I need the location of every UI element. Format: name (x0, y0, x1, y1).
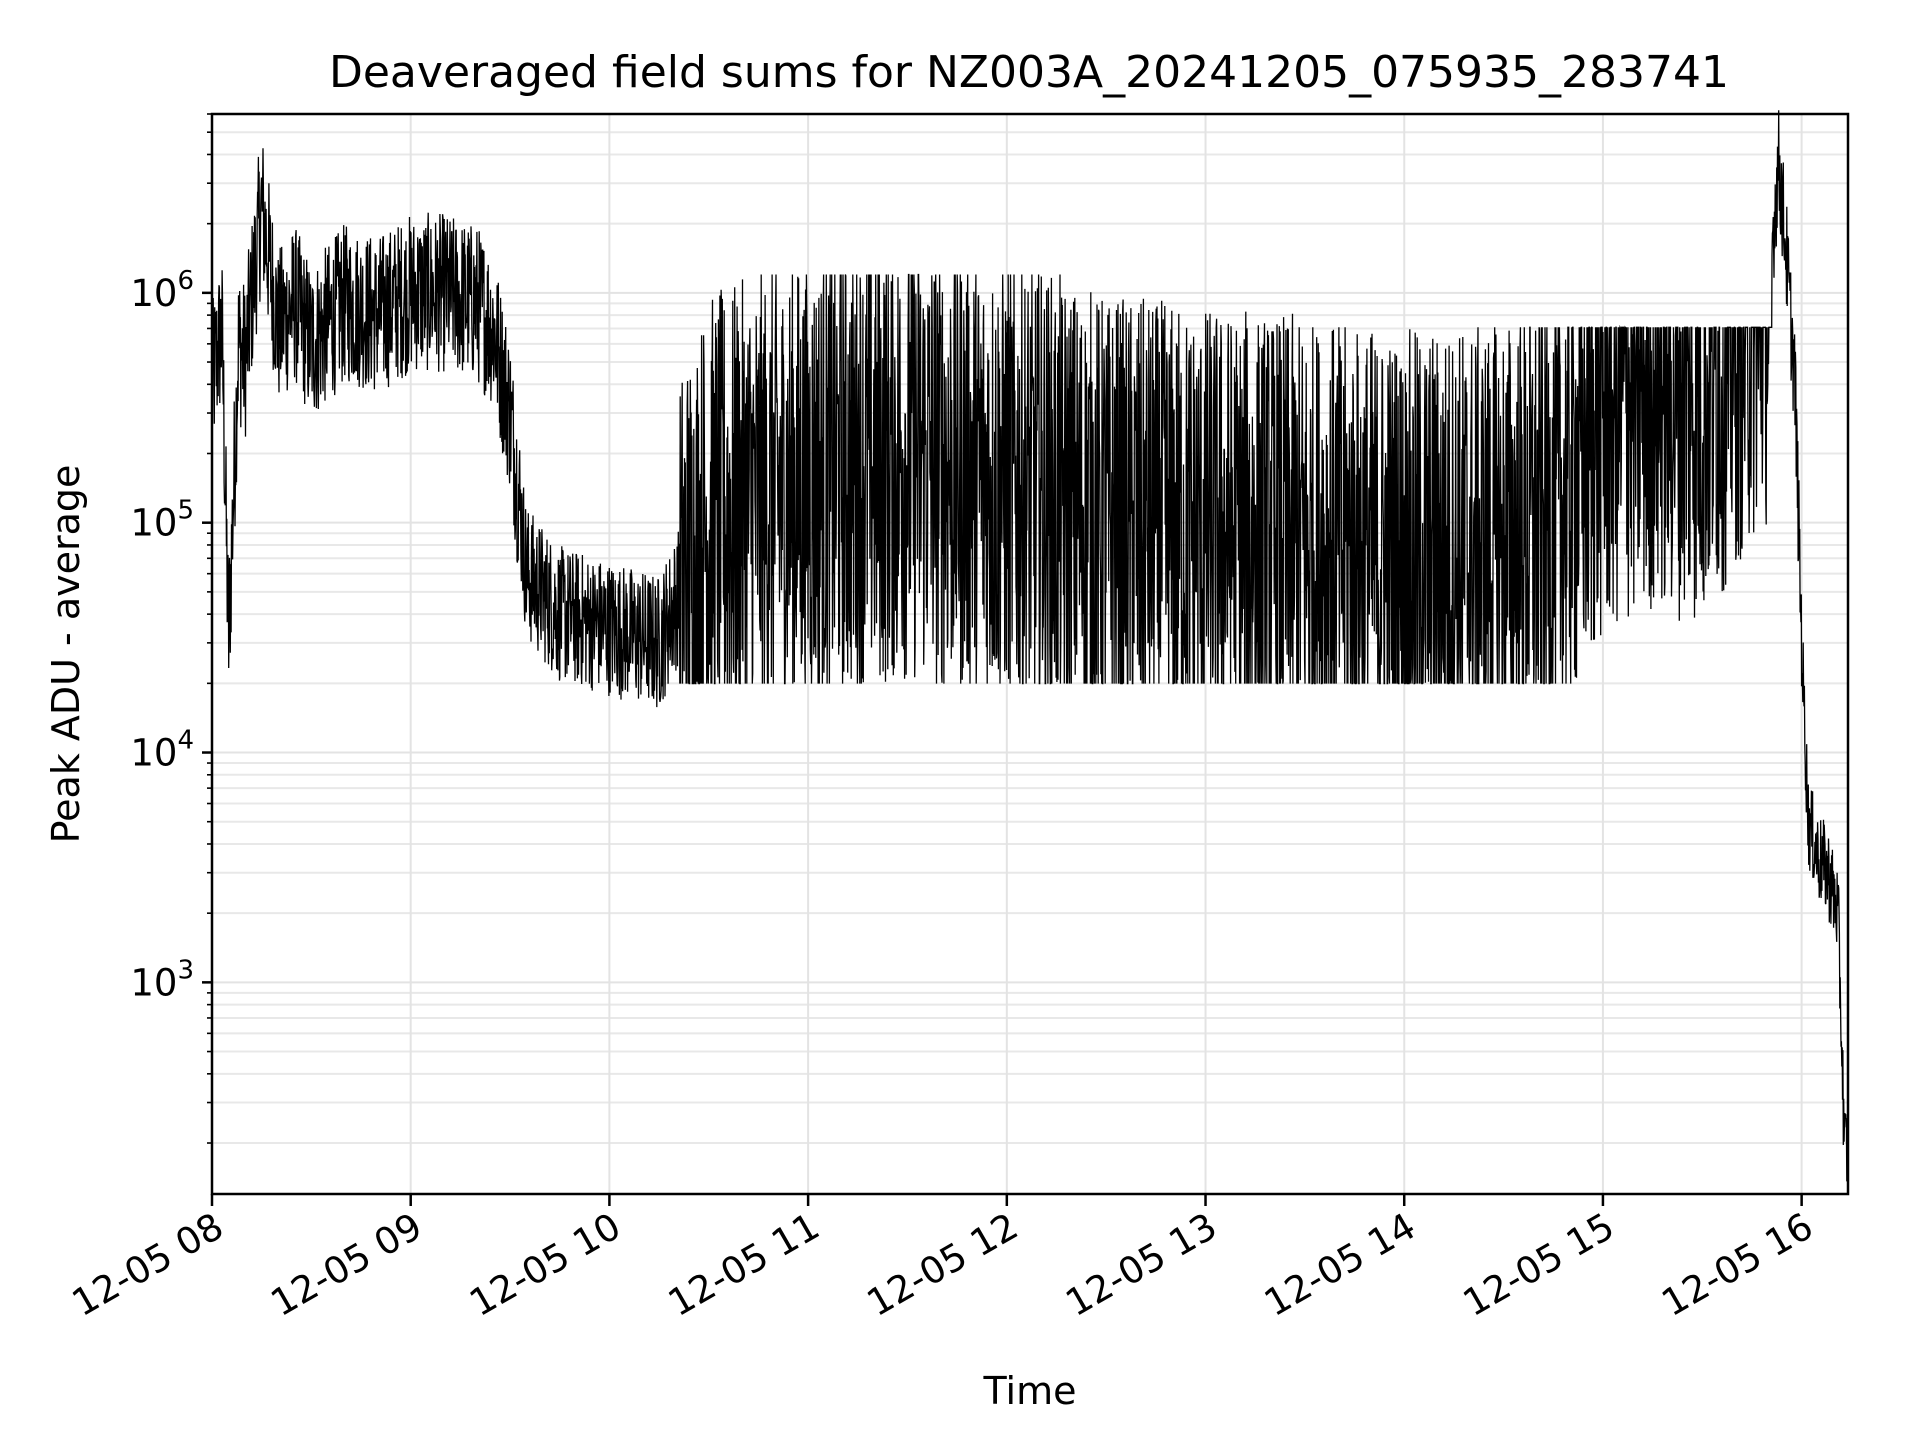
x-tick-label: 12-05 09 (264, 1205, 430, 1325)
x-tick-label: 12-05 10 (462, 1205, 628, 1325)
y-tick-label-base: 10 (130, 272, 177, 315)
y-tick-label: 105 (130, 496, 194, 545)
x-tick-label: 12-05 16 (1655, 1205, 1821, 1325)
y-tick-label-exponent: 3 (177, 955, 194, 985)
x-tick-label: 12-05 11 (661, 1205, 827, 1325)
y-tick-label-base: 10 (130, 961, 177, 1004)
y-tick-label: 103 (130, 955, 194, 1004)
x-tick-label: 12-05 12 (860, 1205, 1026, 1325)
y-tick-label: 104 (130, 726, 194, 775)
x-tick-label: 12-05 13 (1058, 1205, 1224, 1325)
y-tick-label-base: 10 (130, 502, 177, 545)
y-tick-label-exponent: 4 (177, 726, 194, 756)
series-line (211, 110, 1849, 1182)
y-tick-label-exponent: 6 (177, 266, 194, 296)
y-axis-label: Peak ADU - average (44, 465, 88, 844)
x-tick-label: 12-05 15 (1456, 1205, 1622, 1325)
y-tick-label-base: 10 (130, 732, 177, 775)
chart-title: Deaveraged field sums for NZ003A_2024120… (329, 47, 1729, 98)
x-tick-label: 12-05 14 (1257, 1205, 1423, 1325)
x-tick-label: 12-05 08 (65, 1205, 231, 1325)
y-tick-label: 106 (130, 266, 194, 315)
y-tick-label-exponent: 5 (177, 496, 194, 526)
x-axis-label: Time (983, 1369, 1077, 1413)
plot-frame (210, 112, 1850, 1196)
